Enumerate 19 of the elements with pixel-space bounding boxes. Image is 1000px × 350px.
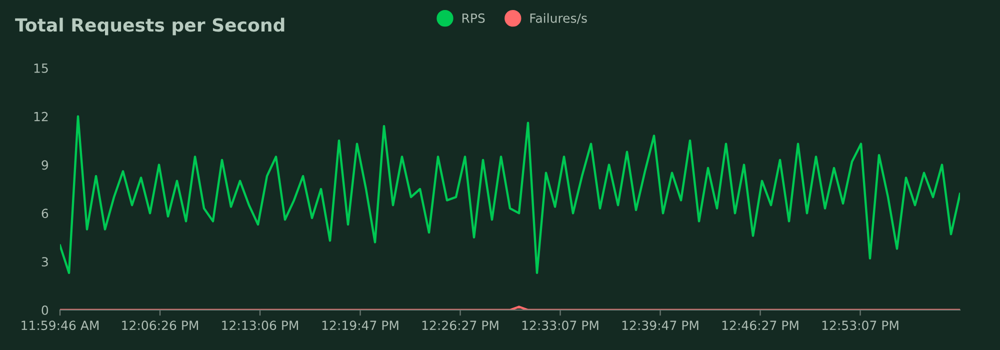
y-tick-label: 0 bbox=[42, 305, 48, 315]
line-series bbox=[60, 115, 960, 274]
y-tick-label: 9 bbox=[42, 160, 48, 170]
x-tick-label: 12:46:27 PM bbox=[722, 320, 798, 330]
y-tick-label: 3 bbox=[42, 257, 48, 267]
x-tick-label: 12:19:47 PM bbox=[322, 320, 398, 330]
x-tick-label: 12:26:27 PM bbox=[422, 320, 498, 330]
y-tick-label: 6 bbox=[42, 208, 48, 218]
legend-label: Failures/s bbox=[530, 13, 587, 24]
chart-title: Total Requests per Second bbox=[15, 18, 284, 36]
legend-label: RPS bbox=[462, 13, 485, 23]
y-tick-label: 12 bbox=[34, 112, 48, 122]
x-tick-label: 12:53:07 PM bbox=[822, 320, 898, 330]
y-tick-label: 15 bbox=[34, 64, 48, 73]
x-tick-label: 12:33:07 PM bbox=[522, 320, 598, 330]
x-tick-label: 12:13:06 PM bbox=[222, 320, 298, 330]
x-tick-label: 11:59:46 AM bbox=[22, 320, 99, 330]
x-tick-label: 12:06:26 PM bbox=[122, 320, 198, 330]
x-tick-label: 12:39:47 PM bbox=[622, 320, 698, 330]
